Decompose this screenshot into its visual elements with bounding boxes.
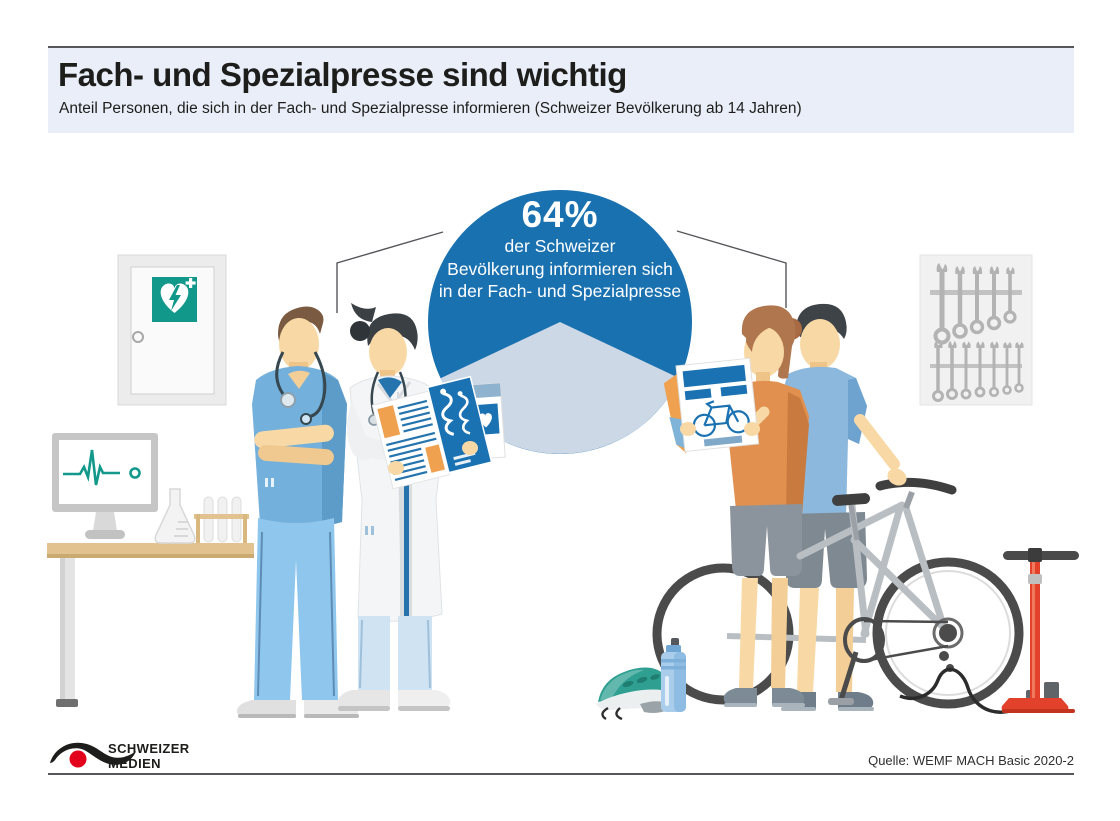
- pie-chart-label: 64% der Schweizer Bevölkerung informiere…: [410, 194, 710, 303]
- doctor-man: [236, 306, 359, 718]
- leader-line-right: [676, 230, 787, 308]
- page-title: Fach- und Spezialpresse sind wichtig: [58, 56, 627, 93]
- stat-line-2: Bevölkerung informieren sich: [447, 258, 673, 279]
- bicycle-rear-wheel: [652, 563, 867, 705]
- cycling-scene: [596, 254, 1079, 721]
- source-note: Quelle: WEMF MACH Basic 2020-2: [868, 753, 1074, 768]
- logo-line-2: MEDIEN: [108, 755, 161, 771]
- logo-line-1: SCHWEIZER: [108, 741, 190, 756]
- bike-magazine: [663, 357, 760, 454]
- desk: [47, 543, 254, 707]
- ecg-monitor-icon: [52, 433, 158, 539]
- medical-magazines: [371, 375, 506, 490]
- stat-line-3: in der Fach- und Spezialpresse: [438, 281, 682, 302]
- pump-icon: [899, 548, 1079, 714]
- header-band: Fach- und Spezialpresse sind wichtig Ant…: [48, 46, 1074, 133]
- page-subtitle: Anteil Personen, die sich in der Fach- u…: [59, 100, 802, 117]
- stat-line-1: der Schweizer: [504, 235, 616, 256]
- stat-value: 64%: [521, 194, 599, 235]
- logo-swoosh-icon: [50, 742, 136, 768]
- medical-scene: [47, 254, 506, 718]
- wrench-board-icon: [919, 254, 1033, 406]
- aed-cabinet-icon: [117, 254, 227, 406]
- flask-icon: [154, 488, 196, 544]
- bottle-icon: [661, 638, 686, 712]
- logo-text: SCHWEIZER MEDIEN: [108, 741, 190, 771]
- bottom-rule: [48, 773, 1074, 775]
- test-tubes-icon: [194, 496, 249, 543]
- doctor-woman: [338, 303, 462, 711]
- bicycle-icon: [796, 468, 1024, 709]
- leader-line-left: [336, 231, 444, 313]
